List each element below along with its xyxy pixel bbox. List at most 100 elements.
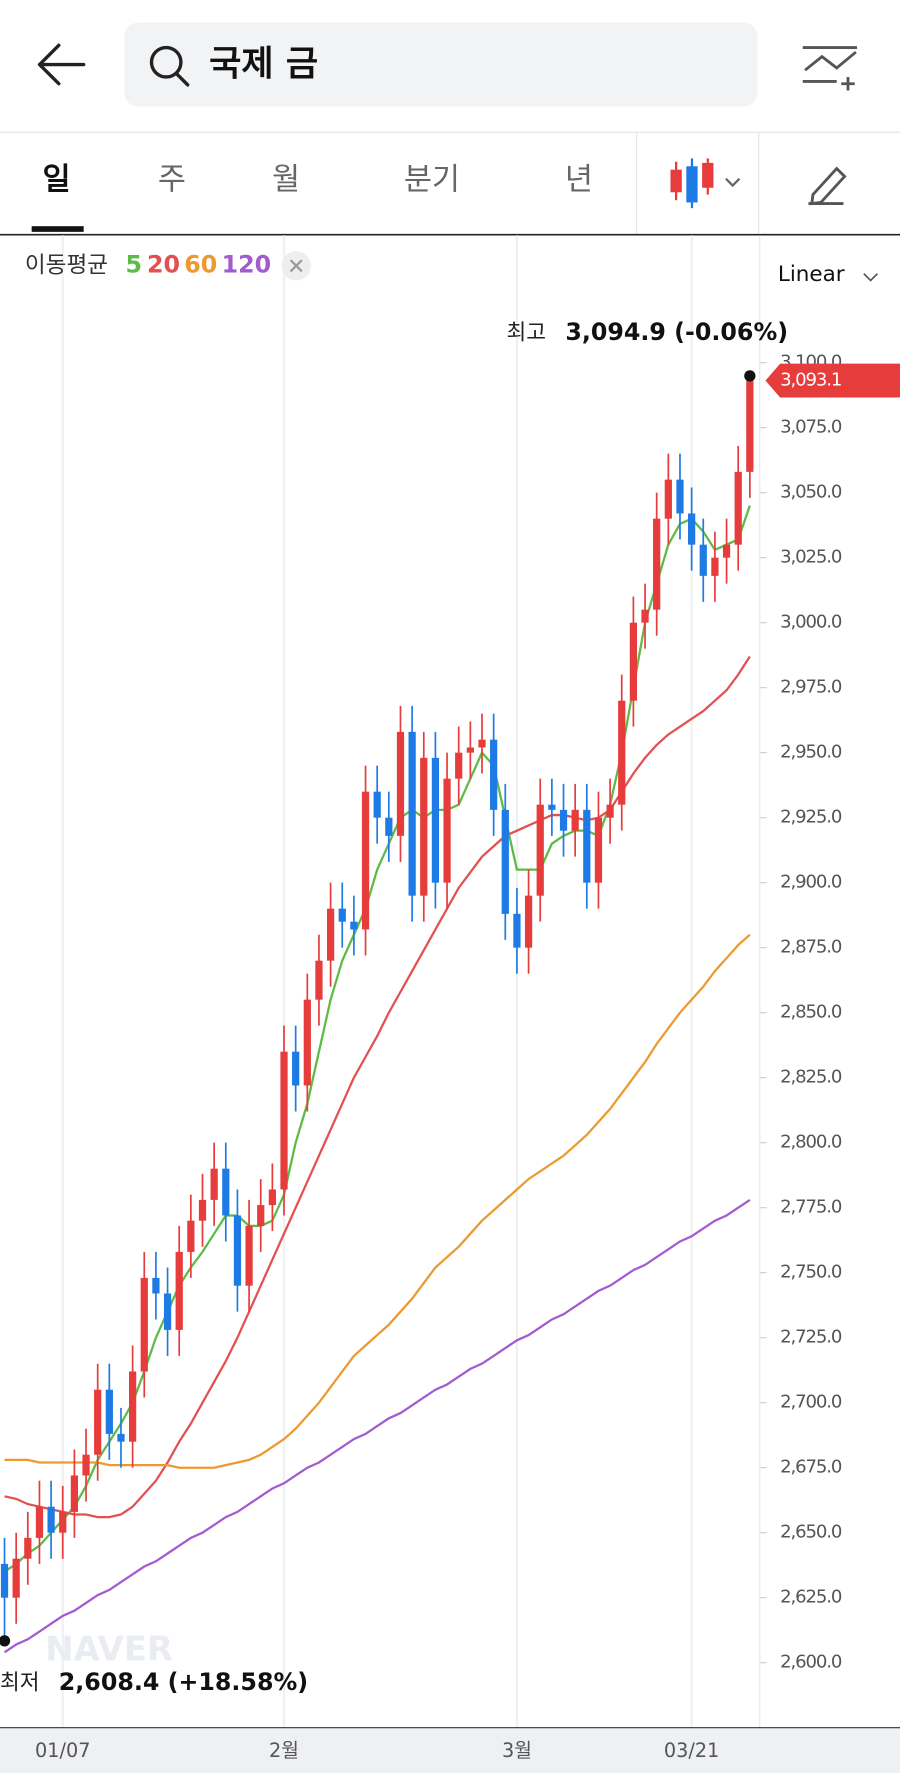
y-tick-label: 2,775.0 — [780, 1197, 842, 1218]
candle-body — [571, 809, 579, 831]
draw-button[interactable] — [808, 166, 847, 206]
candle-body — [396, 731, 405, 836]
annotation-label: 최고 — [507, 321, 547, 346]
back-button[interactable] — [37, 43, 86, 86]
y-tick-label: 2,600.0 — [780, 1652, 842, 1673]
candle-body — [711, 557, 719, 576]
candle-body — [338, 908, 346, 922]
annotation-label: 최저 — [0, 1671, 40, 1696]
search-text: 국제 금 — [209, 44, 318, 85]
annotation-text: 2,608.4 (+18.58%) — [59, 1668, 308, 1696]
candle-body — [24, 1537, 32, 1559]
candle-body — [641, 609, 649, 623]
candle-body — [210, 1168, 218, 1200]
y-tick-label: 2,825.0 — [780, 1067, 842, 1088]
tab-bar: 일 주 월 분기 년 — [42, 162, 592, 197]
y-tick-label: 2,925.0 — [780, 807, 842, 828]
candle-body — [361, 791, 370, 930]
candle-body — [559, 809, 568, 831]
candle-body — [653, 518, 661, 610]
price-tag — [765, 363, 900, 398]
candle-body — [315, 960, 323, 1000]
candle-body — [408, 731, 416, 896]
tab[interactable]: 월 — [272, 162, 300, 197]
candle-body — [35, 1506, 44, 1538]
candle-body — [583, 809, 591, 883]
moving-average-line — [3, 1198, 751, 1654]
y-tick-label: 3,025.0 — [780, 547, 842, 568]
y-tick-label: 3,000.0 — [780, 612, 842, 633]
tab-underline — [31, 226, 84, 232]
legend-title: 이동평균 — [25, 252, 108, 278]
candle-body — [734, 471, 742, 545]
candle-body — [373, 791, 381, 818]
high-marker — [744, 370, 756, 382]
candle-body — [59, 1511, 67, 1533]
candle-body — [326, 908, 335, 961]
moving-average-line — [4, 933, 751, 1469]
tab[interactable]: 분기 — [404, 162, 460, 197]
candle-body — [618, 700, 626, 805]
x-tick-label: 2월 — [269, 1739, 299, 1762]
candle-body — [455, 752, 463, 779]
low-marker — [0, 1635, 11, 1647]
y-tick-label: 2,650.0 — [780, 1522, 842, 1543]
price-tag-label: 3,093.1 — [780, 370, 841, 391]
candle-body — [245, 1225, 253, 1286]
candle-body — [117, 1433, 125, 1442]
moving-average-line — [3, 505, 751, 1573]
candle-body — [152, 1277, 160, 1294]
candle-body — [268, 1189, 276, 1206]
candle-body — [257, 1205, 265, 1226]
candle-body — [524, 895, 533, 948]
candle-body — [303, 999, 311, 1086]
candle-body — [350, 921, 358, 930]
candle-body — [82, 1454, 90, 1476]
candle-body — [198, 1199, 207, 1221]
candle-body — [466, 747, 474, 753]
candle-body — [722, 544, 731, 558]
candle-body — [606, 804, 614, 818]
tab[interactable]: 일 — [42, 162, 70, 197]
x-tick-label: 01/07 — [35, 1739, 90, 1762]
candle-body — [94, 1389, 102, 1455]
tab[interactable]: 주 — [158, 162, 186, 197]
y-tick-label: 2,900.0 — [780, 872, 842, 893]
chart-type-button[interactable] — [670, 158, 741, 209]
candle-body — [0, 1563, 9, 1598]
legend-entry: 5 — [126, 250, 143, 278]
candle-body — [699, 544, 707, 576]
legend-close[interactable] — [281, 251, 311, 281]
legend-entry: 120 — [222, 250, 272, 278]
candle-body — [513, 913, 521, 948]
candle-body — [105, 1389, 113, 1434]
y-tick-label: 2,850.0 — [780, 1002, 842, 1023]
candle-body — [431, 757, 440, 883]
candle-body — [129, 1371, 137, 1442]
y-tick-label: 3,050.0 — [780, 482, 842, 503]
candle-body — [385, 817, 393, 836]
search-icon — [149, 45, 190, 87]
candle-body — [536, 804, 544, 896]
candle-body — [548, 804, 556, 810]
y-tick-label: 2,625.0 — [780, 1587, 842, 1608]
candle-body — [664, 479, 672, 519]
watermark: NAVER — [45, 1629, 173, 1668]
candle-body — [629, 622, 638, 701]
candle-body — [163, 1293, 172, 1330]
scale-selector[interactable]: Linear — [778, 262, 845, 287]
candle-body — [175, 1251, 183, 1330]
x-axis-band — [0, 1727, 900, 1773]
tab[interactable]: 년 — [565, 162, 593, 197]
x-tick-label: 3월 — [502, 1739, 532, 1762]
candle-body — [12, 1558, 20, 1598]
search-box[interactable] — [124, 22, 758, 107]
candle-body — [501, 809, 509, 914]
y-tick-label: 2,975.0 — [780, 677, 842, 698]
moving-average-line — [4, 655, 751, 1519]
compare-button[interactable] — [802, 46, 858, 91]
candle-body — [688, 513, 696, 545]
candle-body — [490, 739, 498, 810]
